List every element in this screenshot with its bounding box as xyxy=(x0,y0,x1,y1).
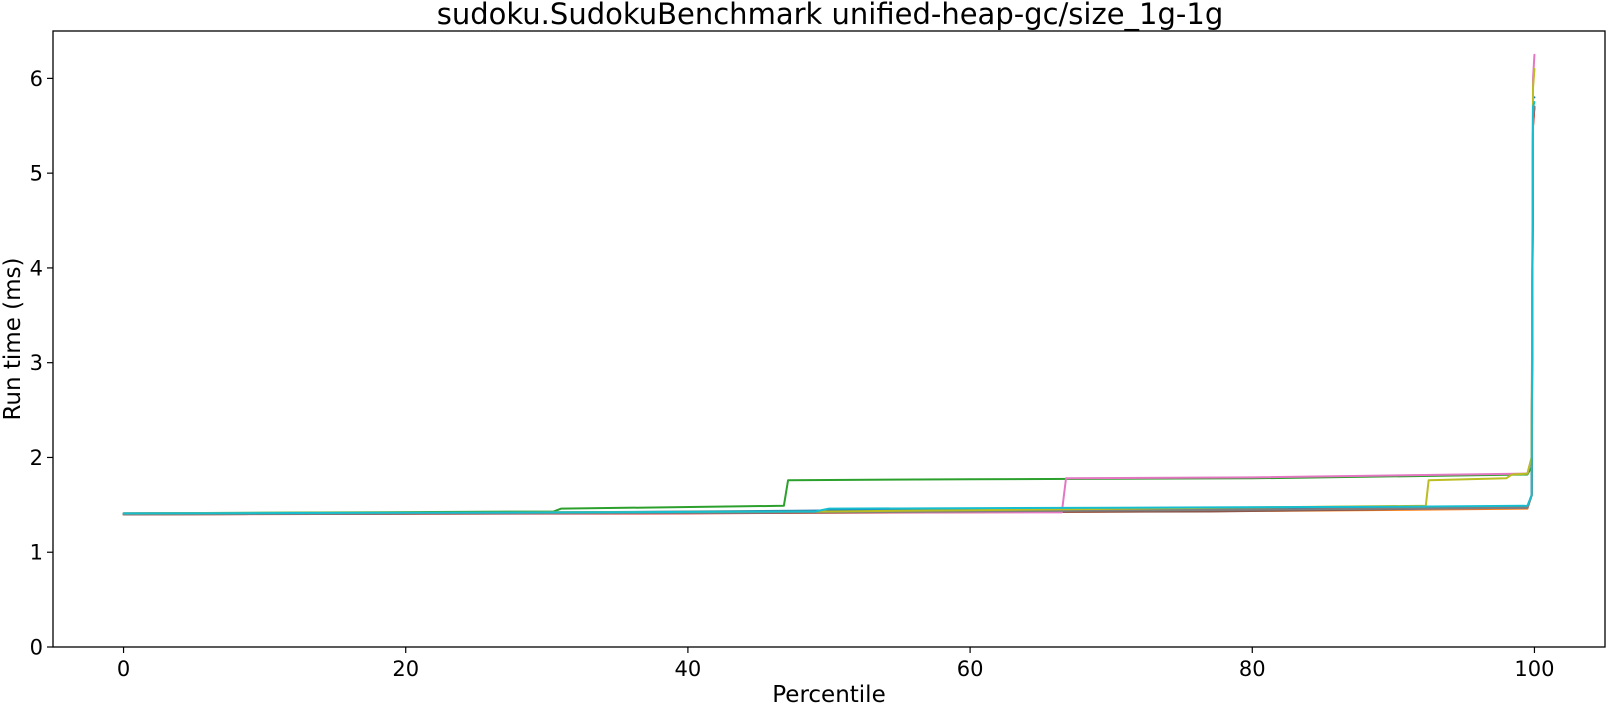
y-tick-label: 1 xyxy=(30,541,43,565)
plot-border xyxy=(52,30,1606,648)
chart-title: sudoku.SudokuBenchmark unified-heap-gc/s… xyxy=(437,0,1223,31)
y-tick-label: 5 xyxy=(30,162,43,186)
x-axis-label: Percentile xyxy=(772,682,885,708)
plot-area xyxy=(52,30,1606,648)
x-tick-label: 100 xyxy=(1514,657,1554,681)
y-tick-label: 0 xyxy=(30,636,43,660)
x-axis: 0 20 40 60 80 100 xyxy=(117,647,1555,681)
plot-frame xyxy=(53,31,1605,647)
x-tick-label: 80 xyxy=(1239,657,1266,681)
series-layer xyxy=(122,53,1536,516)
x-tick-label: 40 xyxy=(675,657,702,681)
y-tick-label: 2 xyxy=(30,446,43,470)
x-tick-label: 60 xyxy=(957,657,984,681)
y-tick-label: 4 xyxy=(30,256,43,280)
x-tick-label: 20 xyxy=(392,657,419,681)
series-line-10 xyxy=(122,101,1536,515)
y-tick-label: 6 xyxy=(30,67,43,91)
y-tick-label: 3 xyxy=(30,351,43,375)
y-axis: 0 1 2 3 4 5 6 xyxy=(30,67,53,660)
x-tick-label: 0 xyxy=(117,657,130,681)
y-axis-label: Run time (ms) xyxy=(0,257,26,420)
